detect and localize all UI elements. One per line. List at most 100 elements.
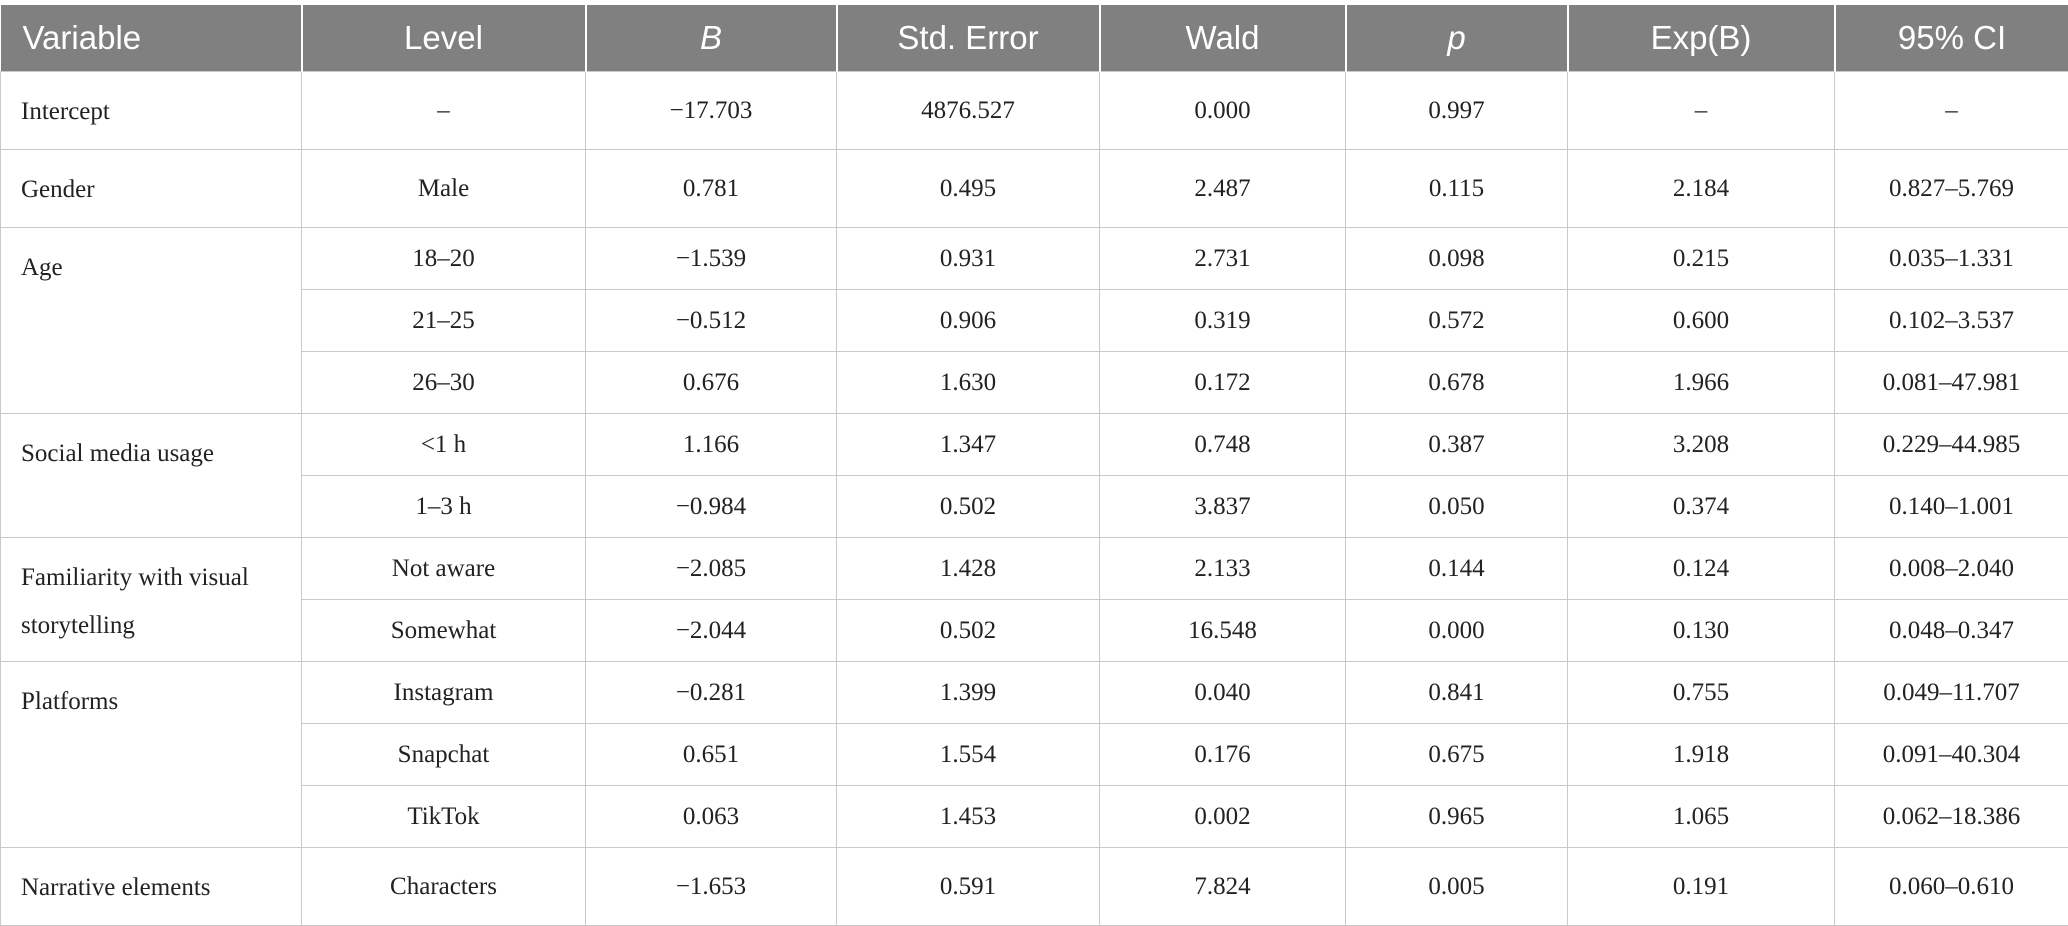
p-cell: 0.387	[1346, 414, 1568, 476]
ci-cell: 0.091–40.304	[1835, 724, 2068, 786]
level-cell: 21–25	[302, 290, 586, 352]
level-cell: 26–30	[302, 352, 586, 414]
exp-b-cell: 0.124	[1568, 538, 1835, 600]
ci-cell: 0.062–18.386	[1835, 786, 2068, 848]
variable-cell: Intercept	[1, 72, 302, 150]
exp-b-cell: 1.966	[1568, 352, 1835, 414]
ci-cell: 0.008–2.040	[1835, 538, 2068, 600]
b-cell: −2.085	[586, 538, 837, 600]
header-wald: Wald	[1100, 5, 1346, 72]
variable-cell: Gender	[1, 150, 302, 228]
variable-cell: Social media usage	[1, 414, 302, 538]
variable-cell: Platforms	[1, 662, 302, 848]
ci-cell: 0.060–0.610	[1835, 848, 2068, 926]
exp-b-cell: 1.918	[1568, 724, 1835, 786]
level-cell: 18–20	[302, 228, 586, 290]
b-cell: 0.651	[586, 724, 837, 786]
std-error-cell: 0.502	[837, 600, 1100, 662]
regression-table: Variable Level B Std. Error Wald p Exp(B…	[0, 5, 2068, 926]
header-variable: Variable	[1, 5, 302, 72]
p-cell: 0.997	[1346, 72, 1568, 150]
level-cell: TikTok	[302, 786, 586, 848]
ci-cell: 0.049–11.707	[1835, 662, 2068, 724]
p-cell: 0.572	[1346, 290, 1568, 352]
std-error-cell: 0.591	[837, 848, 1100, 926]
std-error-cell: 4876.527	[837, 72, 1100, 150]
b-cell: 1.166	[586, 414, 837, 476]
b-cell: −1.653	[586, 848, 837, 926]
p-cell: 0.841	[1346, 662, 1568, 724]
b-cell: −17.703	[586, 72, 837, 150]
level-cell: 1–3 h	[302, 476, 586, 538]
std-error-cell: 1.630	[837, 352, 1100, 414]
ci-cell: 0.035–1.331	[1835, 228, 2068, 290]
wald-cell: 0.172	[1100, 352, 1346, 414]
level-cell: Male	[302, 150, 586, 228]
header-level: Level	[302, 5, 586, 72]
exp-b-cell: 0.600	[1568, 290, 1835, 352]
std-error-cell: 0.502	[837, 476, 1100, 538]
exp-b-cell: –	[1568, 72, 1835, 150]
p-cell: 0.000	[1346, 600, 1568, 662]
p-cell: 0.144	[1346, 538, 1568, 600]
variable-cell: Familiarity with visual storytelling	[1, 538, 302, 662]
wald-cell: 2.133	[1100, 538, 1346, 600]
b-cell: −0.512	[586, 290, 837, 352]
b-cell: −0.984	[586, 476, 837, 538]
wald-cell: 0.748	[1100, 414, 1346, 476]
level-cell: –	[302, 72, 586, 150]
ci-cell: 0.102–3.537	[1835, 290, 2068, 352]
ci-cell: 0.229–44.985	[1835, 414, 2068, 476]
exp-b-cell: 0.215	[1568, 228, 1835, 290]
header-std-error: Std. Error	[837, 5, 1100, 72]
wald-cell: 2.731	[1100, 228, 1346, 290]
header-p: p	[1346, 5, 1568, 72]
level-cell: Not aware	[302, 538, 586, 600]
wald-cell: 0.040	[1100, 662, 1346, 724]
level-cell: Snapchat	[302, 724, 586, 786]
header-b: B	[586, 5, 837, 72]
b-cell: −0.281	[586, 662, 837, 724]
std-error-cell: 0.906	[837, 290, 1100, 352]
p-cell: 0.005	[1346, 848, 1568, 926]
ci-cell: 0.048–0.347	[1835, 600, 2068, 662]
p-cell: 0.965	[1346, 786, 1568, 848]
wald-cell: 0.319	[1100, 290, 1346, 352]
level-cell: <1 h	[302, 414, 586, 476]
p-cell: 0.115	[1346, 150, 1568, 228]
ci-cell: –	[1835, 72, 2068, 150]
exp-b-cell: 3.208	[1568, 414, 1835, 476]
ci-cell: 0.140–1.001	[1835, 476, 2068, 538]
level-cell: Characters	[302, 848, 586, 926]
exp-b-cell: 1.065	[1568, 786, 1835, 848]
header-row: Variable Level B Std. Error Wald p Exp(B…	[1, 5, 2068, 72]
ci-cell: 0.081–47.981	[1835, 352, 2068, 414]
wald-cell: 16.548	[1100, 600, 1346, 662]
level-cell: Instagram	[302, 662, 586, 724]
std-error-cell: 1.428	[837, 538, 1100, 600]
exp-b-cell: 0.191	[1568, 848, 1835, 926]
header-exp-b: Exp(B)	[1568, 5, 1835, 72]
std-error-cell: 0.931	[837, 228, 1100, 290]
exp-b-cell: 2.184	[1568, 150, 1835, 228]
p-cell: 0.678	[1346, 352, 1568, 414]
b-cell: −1.539	[586, 228, 837, 290]
p-cell: 0.675	[1346, 724, 1568, 786]
exp-b-cell: 0.755	[1568, 662, 1835, 724]
wald-cell: 3.837	[1100, 476, 1346, 538]
std-error-cell: 1.554	[837, 724, 1100, 786]
std-error-cell: 0.495	[837, 150, 1100, 228]
std-error-cell: 1.347	[837, 414, 1100, 476]
wald-cell: 0.176	[1100, 724, 1346, 786]
b-cell: 0.781	[586, 150, 837, 228]
wald-cell: 0.002	[1100, 786, 1346, 848]
variable-cell: Narrative elements	[1, 848, 302, 926]
ci-cell: 0.827–5.769	[1835, 150, 2068, 228]
